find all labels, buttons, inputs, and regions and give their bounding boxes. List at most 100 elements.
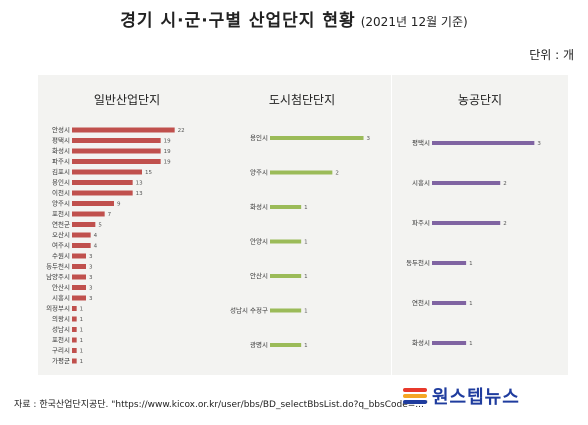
- bar: [432, 341, 467, 345]
- bar: [72, 138, 161, 143]
- bar: [270, 239, 302, 244]
- logo: 원스텝뉴스: [403, 383, 520, 409]
- data-label: 3: [89, 254, 93, 260]
- data-label: 3: [89, 275, 93, 281]
- chart-title: 도시첨단단지: [269, 93, 335, 107]
- category-label: 안산시: [250, 271, 268, 280]
- data-label: 3: [89, 265, 93, 271]
- category-label: 용인시: [250, 133, 268, 142]
- page-subtitle: (2021년 12월 기준): [360, 15, 468, 29]
- data-label: 1: [469, 341, 473, 347]
- bar: [72, 337, 77, 343]
- category-label: 광명시: [250, 340, 268, 349]
- category-label: 의왕시: [52, 314, 70, 323]
- category-label: 성남시: [52, 325, 70, 334]
- bar: [72, 190, 133, 196]
- category-label: 가평군: [52, 356, 70, 365]
- category-label: 이천시: [52, 188, 70, 197]
- category-label: 동두천시: [46, 262, 70, 271]
- data-label: 1: [304, 240, 308, 246]
- category-label: 파주시: [52, 157, 70, 166]
- bar: [72, 201, 114, 206]
- category-label: 양주시: [52, 200, 70, 208]
- category-label: 양주시: [250, 169, 268, 177]
- bar: [72, 316, 77, 322]
- data-label: 22: [178, 128, 185, 134]
- data-label: 13: [136, 191, 143, 197]
- bar: [72, 358, 77, 364]
- data-label: 7: [108, 212, 112, 218]
- data-label: 15: [145, 170, 152, 176]
- category-label: 파주시: [412, 218, 430, 227]
- category-label: 포천시: [52, 209, 70, 218]
- category-label: 연천군: [52, 220, 70, 229]
- data-label: 3: [537, 141, 541, 147]
- bar: [72, 127, 175, 133]
- category-label: 의정부시: [46, 304, 70, 313]
- bar: [270, 170, 333, 175]
- data-label: 1: [80, 349, 84, 355]
- category-label: 평택시: [412, 138, 430, 147]
- bar: [72, 295, 86, 301]
- category-label: 화성시: [52, 146, 70, 155]
- category-label: 남양주시: [46, 272, 70, 281]
- category-label: 평택시: [52, 136, 70, 145]
- data-label: 3: [89, 286, 93, 292]
- bar: [72, 169, 142, 175]
- data-label: 2: [335, 171, 339, 177]
- bar: [432, 261, 467, 265]
- bar: [72, 274, 86, 280]
- chart-header: 경기 시·군·구별 산업단지 현황 (2021년 12월 기준): [0, 6, 588, 31]
- bar: [72, 243, 91, 248]
- category-label: 안성시: [52, 125, 70, 134]
- bar: [270, 205, 302, 209]
- data-label: 2: [503, 221, 507, 227]
- bar: [72, 253, 86, 259]
- data-label: 1: [80, 317, 84, 323]
- data-label: 1: [80, 307, 84, 313]
- data-label: 3: [367, 136, 371, 142]
- bar: [72, 327, 77, 332]
- chart-panel-general: 일반산업단지 안성시 22 평택시 19 화성시 19 파주시 19 김포시 15 용인시 13 이천시 1…: [38, 75, 216, 375]
- category-label: 성남시 수정구: [230, 306, 268, 315]
- bar: [72, 306, 77, 311]
- bar: [270, 308, 302, 313]
- data-label: 13: [136, 181, 143, 187]
- bar: [72, 222, 96, 227]
- bar: [432, 301, 467, 305]
- category-label: 김포시: [52, 168, 70, 176]
- bar: [72, 264, 86, 269]
- category-label: 용인시: [52, 178, 70, 187]
- chart-title: 농공단지: [458, 93, 502, 107]
- logo-text: 원스텝뉴스: [432, 387, 520, 408]
- category-label: 동두천시: [406, 258, 430, 267]
- data-label: 1: [469, 301, 473, 307]
- chart-title: 일반산업단지: [94, 93, 160, 107]
- category-label: 포천시: [52, 335, 70, 344]
- data-label: 4: [94, 233, 98, 239]
- data-label: 1: [80, 338, 84, 344]
- data-label: 4: [94, 244, 98, 250]
- data-label: 1: [304, 343, 308, 349]
- source-note: 자료 : 한국산업단지공단. "https://www.kicox.or.kr/…: [14, 400, 429, 410]
- data-label: 3: [89, 296, 93, 302]
- bar: [270, 136, 364, 140]
- bar: [72, 232, 91, 238]
- category-label: 시흥시: [52, 293, 70, 302]
- category-label: 안산시: [52, 283, 70, 292]
- page-title: 경기 시·군·구별 산업단지 현황: [120, 11, 356, 31]
- bar: [72, 159, 161, 164]
- data-label: 1: [469, 261, 473, 267]
- bar: [270, 343, 302, 347]
- category-label: 시흥시: [412, 178, 430, 187]
- unit-label: 단위 : 개: [529, 48, 574, 62]
- bar: [72, 180, 133, 185]
- data-label: 1: [304, 309, 308, 315]
- bar: [270, 274, 302, 278]
- bar: [72, 148, 161, 154]
- bar: [72, 348, 77, 353]
